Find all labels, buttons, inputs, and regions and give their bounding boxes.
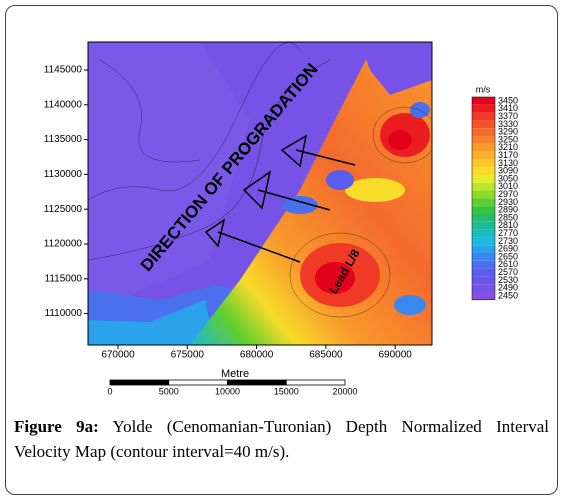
colorbar-label: 2690 (498, 244, 518, 254)
colorbar-label: 3450 (498, 95, 518, 105)
x-tick-label: 690000 (379, 350, 413, 361)
colorbar-swatch (472, 284, 495, 292)
scale-title: Metre (221, 368, 249, 380)
colorbar-swatch (472, 112, 495, 121)
caption-text: Yolde (Cenomanian-Turonian) Depth Normal… (14, 417, 549, 461)
colorbar-swatch (472, 151, 495, 160)
figure: DIRECTION OF PROGRADATION Lead L/8 m/s M… (44, 41, 518, 396)
colorbar-border (471, 96, 496, 301)
colorbar-label: 3130 (498, 158, 518, 168)
colorbar-label: 3370 (498, 111, 518, 121)
colorbar-label: 2450 (498, 290, 518, 300)
colorbar-swatch (472, 268, 495, 277)
colorbar-swatch (472, 175, 495, 183)
y-tick-label: 1110000 (45, 308, 83, 319)
colorbar-swatch (472, 237, 495, 246)
colorbar-swatch (472, 143, 495, 152)
x-tick-label: 675000 (171, 350, 205, 361)
colorbar-label: 3090 (498, 166, 518, 176)
caption: Figure 9a: Yolde (Cenomanian-Turonian) D… (14, 414, 549, 464)
colorbar-label: 3410 (498, 103, 518, 113)
colorbar-label: 2850 (498, 212, 518, 222)
y-tick-label: 1115000 (45, 273, 83, 284)
colorbar-unit: m/s (476, 84, 491, 94)
colorbar-label: 2610 (498, 259, 518, 269)
y-tick-label: 1130000 (44, 169, 83, 180)
colorbar-swatch (472, 292, 495, 300)
colorbar-swatch (472, 206, 495, 214)
colorbar-label: 2650 (498, 251, 518, 261)
caption-label: Figure 9a: (14, 417, 99, 436)
colorbar-swatch (472, 190, 495, 199)
colorbar-swatch (472, 182, 495, 191)
colorbar-swatch (472, 276, 495, 285)
y-tick-label: 1135000 (44, 134, 83, 145)
colorbar-label: 2890 (498, 205, 518, 215)
colorbar-swatch (472, 104, 495, 113)
velocity-map (88, 42, 432, 345)
colorbar-label: 3330 (498, 119, 518, 129)
scale-segment (168, 379, 228, 386)
colorbar-label: 3290 (498, 127, 518, 137)
colorbar-swatch (472, 97, 495, 105)
figure-frame (5, 5, 558, 495)
colorbar-label: 3050 (498, 173, 518, 183)
colorbar-label: 2570 (498, 267, 518, 277)
scale-label: 15000 (274, 386, 299, 396)
colorbar-swatch (472, 245, 495, 253)
scale-label: 20000 (332, 386, 357, 396)
colorbar-label: 3010 (498, 181, 518, 191)
colorbar-swatch (472, 214, 495, 222)
scale-segment (285, 379, 346, 386)
x-tick-label: 670000 (101, 350, 135, 361)
colorbar-swatch (472, 260, 495, 269)
colorbar-label: 3250 (498, 134, 518, 144)
scale-segment (109, 379, 170, 386)
colorbar-label: 2810 (498, 220, 518, 230)
colorbar-label: 2770 (498, 228, 518, 238)
colorbar-label: 2930 (498, 197, 518, 207)
x-tick-label: 685000 (309, 350, 343, 361)
colorbar-label: 2730 (498, 236, 518, 246)
x-tick-label: 680000 (240, 350, 274, 361)
colorbar-swatch (472, 159, 495, 168)
colorbar-label: 3210 (498, 142, 518, 152)
colorbar-swatch (472, 136, 495, 144)
y-tick-label: 1120000 (44, 239, 83, 250)
colorbar-label: 2490 (498, 283, 518, 293)
colorbar-swatch (472, 198, 495, 207)
scale-segment (227, 379, 287, 386)
colorbar-swatch (472, 253, 495, 261)
colorbar-swatch (472, 229, 495, 238)
scale-label: 10000 (215, 386, 240, 396)
colorbar-label: 3170 (498, 150, 518, 160)
colorbar-label: 2530 (498, 275, 518, 285)
colorbar-label: 2970 (498, 189, 518, 199)
y-tick-label: 1145000 (44, 65, 83, 76)
colorbar-swatch (472, 221, 495, 230)
y-tick-label: 1125000 (44, 204, 83, 215)
map-border (87, 41, 433, 346)
colorbar-swatch (472, 120, 495, 129)
y-tick-label: 1140000 (44, 99, 83, 110)
colorbar-swatch (472, 167, 495, 175)
scale-label: 0 (107, 386, 112, 396)
scale-label: 5000 (159, 386, 179, 396)
colorbar-swatch (472, 128, 495, 136)
